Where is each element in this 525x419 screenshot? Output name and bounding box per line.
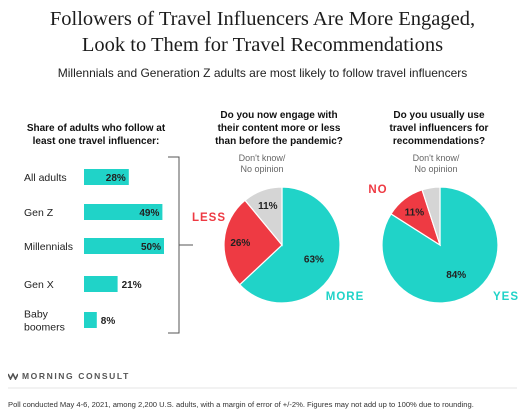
pie-category-label: Don't know/ (239, 153, 286, 163)
pie-category-label: MORE (326, 291, 365, 303)
pie-slice (244, 186, 283, 247)
bar-value-label: 28% (106, 173, 126, 184)
pie-category-label: Don't know/ (413, 153, 460, 163)
bar-category-label: Baby (24, 309, 49, 321)
pie1-title-line-2: their content more or less (217, 123, 341, 134)
pie-category-label: NO (368, 184, 387, 196)
bar-category-label: Gen Z (24, 207, 54, 219)
bar (84, 169, 129, 185)
bar (84, 204, 163, 220)
bar-title-line-1: Share of adults who follow at (26, 123, 166, 134)
bar-category-label: Gen X (24, 279, 54, 291)
pie2-title-line-1: Do you usually use (393, 110, 485, 121)
pie-value-label: 63% (304, 254, 324, 265)
bar-value-label: 49% (139, 208, 159, 219)
bar-category-label: All adults (24, 172, 67, 184)
bar-value-label: 50% (141, 242, 161, 253)
pie-value-label: 26% (230, 238, 250, 249)
title-line-1: Followers of Travel Influencers Are More… (49, 8, 476, 30)
pie-value-label: 11% (405, 208, 425, 219)
pie1-title-line-1: Do you now engage with (220, 110, 338, 121)
pie-category-label: No opinion (240, 164, 283, 174)
pie-category-label: YES (493, 291, 519, 303)
footnote: Poll conducted May 4-6, 2021, among 2,20… (8, 400, 474, 409)
bar-panel-title: Share of adults who follow at least one … (16, 122, 176, 148)
pie-category-label: LESS (192, 212, 226, 224)
brand-mark-icon (8, 373, 18, 380)
pie2-panel-title: Do you usually use travel influencers fo… (364, 109, 514, 148)
bar-category-label: Millennials (24, 241, 73, 253)
pie-category-label: No opinion (414, 164, 457, 174)
pie1-panel-title: Do you now engage with their content mor… (194, 109, 364, 148)
bar (84, 312, 97, 328)
chart-subtitle: Millennials and Generation Z adults are … (57, 66, 468, 80)
pie2-title-line-3: recommendations? (392, 136, 486, 147)
bar (84, 276, 118, 292)
bracket-line (168, 156, 180, 334)
pie-value-label: 84% (446, 270, 466, 281)
bar-value-label: 8% (101, 316, 116, 327)
chart-title: Followers of Travel Influencers Are More… (0, 6, 525, 58)
pie-slice (238, 186, 341, 304)
pie-slice (421, 186, 441, 246)
pie2-title-line-2: travel influencers for (389, 123, 489, 134)
pie-slice (223, 199, 283, 286)
bar-value-label: 21% (122, 280, 142, 291)
bar (84, 238, 164, 254)
title-line-2: Look to Them for Travel Recommendations (81, 34, 444, 56)
brand-logo: MORNING CONSULT (8, 371, 130, 381)
bar-title-line-2: least one travel influencer: (32, 136, 160, 147)
brand-name: MORNING CONSULT (21, 371, 130, 381)
pie-value-label: 11% (258, 201, 278, 212)
pie1-title-line-3: than before the pandemic? (215, 136, 343, 147)
bar-category-label: boomers (24, 322, 65, 334)
